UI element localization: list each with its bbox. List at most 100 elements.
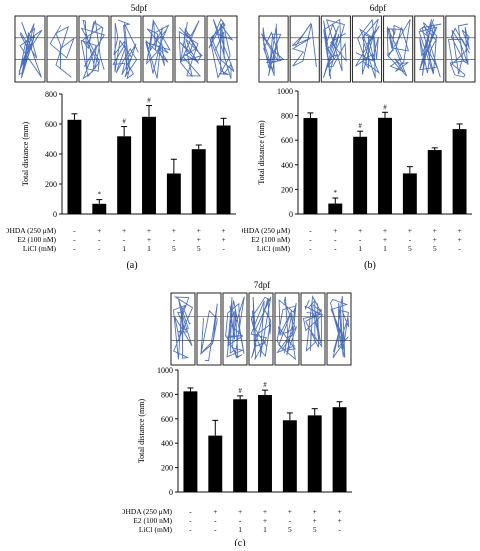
y-axis-label: Total distance (mm) [21,122,30,187]
condition-value: - [173,235,176,244]
bar [402,173,417,214]
condition-value: - [214,525,217,534]
condition-value: + [337,507,341,516]
condition-value: + [313,507,317,516]
condition-table: 6-OHDA (250 μM)-++++++E2 (100 nM)---+-++… [0,226,226,253]
condition-value: 5 [313,525,317,534]
condition-label: LiCl (mM) [257,244,291,253]
condition-value: - [409,235,412,244]
condition-value: + [263,516,267,525]
condition-value: + [197,226,201,235]
condition-value: - [359,235,362,244]
significance-marker: # [122,118,126,126]
condition-value: - [309,244,312,253]
y-tick-label: 1000 [277,87,293,96]
bar [282,420,297,492]
tracking-strip [258,15,476,83]
condition-value: + [457,226,461,235]
bar [216,125,231,214]
condition-value: + [172,226,176,235]
y-tick-label: 800 [45,90,57,99]
condition-value: - [214,516,217,525]
condition-value: + [221,235,225,244]
condition-value: + [457,235,461,244]
tracking-thumbnail [320,15,351,83]
significance-marker: # [383,103,387,111]
tracking-strip [170,292,352,366]
condition-label: LiCl (mM) [139,525,173,534]
condition-value: + [333,226,337,235]
condition-value: 1 [358,244,362,253]
condition-value: 5 [288,525,292,534]
chart-panel-b: 6dpf 0 200 400 600 800 1000 Total distance (mm… [232,3,476,271]
bar [378,117,392,214]
panel-label: (b) [364,260,376,270]
y-tick-label: 400 [45,150,57,159]
tracking-thumbnail [142,15,174,83]
bar [332,407,347,492]
condition-value: 5 [172,244,176,253]
condition-value: + [97,226,101,235]
y-tick-label: 800 [161,390,173,399]
condition-value: 1 [122,244,126,253]
bar [427,150,442,214]
y-tick-label: 400 [281,161,293,170]
y-tick-label: 0 [169,488,173,497]
condition-table: 6-OHDA (250 μM)-++++++E2 (100 nM)---+-++… [114,507,342,534]
tracking-thumbnail [258,15,289,83]
chart-title: 7dpf [254,280,271,290]
y-tick-label: 200 [161,464,173,473]
significance-marker: # [358,122,362,130]
tracking-thumbnail [14,15,46,83]
condition-value: - [334,235,337,244]
condition-value: + [221,226,225,235]
condition-value: + [147,235,151,244]
chart-title: 5dpf [131,3,148,13]
tracking-thumbnail [274,292,300,366]
bar [353,136,368,214]
significance-marker: # [147,97,151,105]
condition-label: 6-OHDA (250 μM) [242,226,290,235]
panel-label: (a) [126,260,137,270]
plot-area: 0 200 400 600 800 Total distance (mm) * # # [21,90,236,219]
y-tick-label: 1000 [157,366,173,375]
panel-label: (c) [234,538,245,546]
condition-value: - [222,244,225,253]
bar [166,173,181,214]
condition-value: 5 [408,244,412,253]
bar [142,116,156,214]
condition-label: 6-OHDA (250 μM) [6,226,56,235]
panel-a: 5dpf 0 200 400 600 800 Total distance (mm) * # #… [0,2,242,271]
condition-value: + [313,516,317,525]
bar [183,391,198,492]
condition-value: - [309,226,312,235]
bar [452,129,467,214]
condition-value: - [458,244,461,253]
condition-value: - [73,244,76,253]
y-axis-label: Total distance (mm) [257,120,266,185]
condition-table: 6-OHDA (250 μM)-++++++E2 (100 nM)---+-++… [232,226,462,253]
condition-label: LiCl (mM) [23,244,57,253]
y-tick-label: 200 [281,185,293,194]
y-tick-label: 0 [53,210,57,219]
condition-value: - [289,516,292,525]
tracking-thumbnail [196,292,222,366]
bar [92,203,107,214]
condition-value: - [98,235,101,244]
tracking-thumbnail [170,292,196,366]
condition-value: + [383,226,387,235]
plot-area: 0 200 400 600 800 1000 Total distance (mm) * # # [257,87,472,219]
condition-value: - [123,235,126,244]
tracking-thumbnail [414,15,445,83]
condition-value: + [122,226,126,235]
condition-label: 6-OHDA (250 μM) [122,507,172,516]
y-tick-label: 600 [45,120,57,129]
bar [117,136,132,214]
condition-value: + [433,226,437,235]
condition-value: + [213,507,217,516]
condition-value: + [147,226,151,235]
bar [233,399,248,492]
panel-c: 7dpf 0 200 400 600 800 1000 Total distance (mm… [114,278,358,549]
chart-panel-a: 5dpf 0 200 400 600 800 Total distance (mm) * # #… [0,3,238,271]
plot-area: 0 200 400 600 800 1000 Total distance (mm) # # [137,366,352,497]
